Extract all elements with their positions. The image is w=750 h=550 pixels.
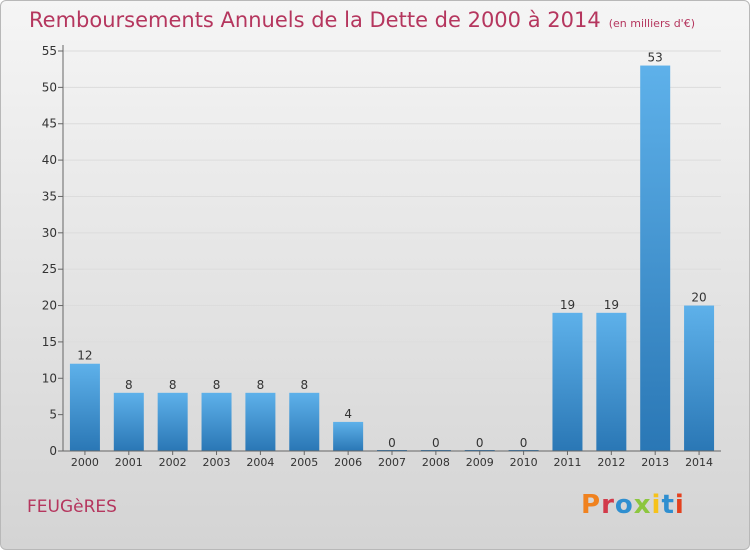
bar-2002 xyxy=(157,392,188,451)
data-label-2004: 8 xyxy=(257,378,265,392)
x-tick-label-2004: 2004 xyxy=(246,456,274,469)
x-tick-label-2005: 2005 xyxy=(290,456,318,469)
y-tick-label: 20 xyxy=(42,299,57,313)
bar-2011 xyxy=(552,312,583,451)
y-tick-label: 30 xyxy=(42,226,57,240)
y-tick-label: 50 xyxy=(42,80,57,94)
data-label-2010: 0 xyxy=(520,436,528,450)
bar-2005 xyxy=(289,392,320,451)
x-tick-label-2010: 2010 xyxy=(510,456,538,469)
y-tick-label: 15 xyxy=(42,335,57,349)
chart-unit: (en milliers d'€) xyxy=(608,17,695,30)
x-tick-label-2008: 2008 xyxy=(422,456,450,469)
bar-2012 xyxy=(596,312,627,451)
bar-2000 xyxy=(69,363,100,451)
data-label-2012: 19 xyxy=(604,298,619,312)
y-tick-label: 40 xyxy=(42,153,57,167)
x-tick-label-2006: 2006 xyxy=(334,456,362,469)
logo-letter: i xyxy=(651,490,662,520)
logo-letter: i xyxy=(674,490,685,520)
x-tick-label-2014: 2014 xyxy=(685,456,713,469)
data-label-2009: 0 xyxy=(476,436,484,450)
data-label-2007: 0 xyxy=(388,436,396,450)
y-tick-label: 55 xyxy=(42,44,57,58)
commune-name: FEUGèRES xyxy=(27,497,117,517)
bar-2013 xyxy=(640,65,671,451)
logo-letter: r xyxy=(601,490,615,520)
x-tick-label-2002: 2002 xyxy=(159,456,187,469)
logo-letter: t xyxy=(661,490,675,520)
x-tick-label-2013: 2013 xyxy=(641,456,669,469)
data-label-2005: 8 xyxy=(300,378,308,392)
x-tick-label-2000: 2000 xyxy=(71,456,99,469)
data-label-2013: 53 xyxy=(648,51,663,65)
x-tick-label-2012: 2012 xyxy=(597,456,625,469)
logo-letter: x xyxy=(633,490,652,520)
data-label-2000: 12 xyxy=(77,349,92,363)
bar-2014 xyxy=(684,305,715,451)
data-label-2011: 19 xyxy=(560,298,575,312)
data-label-2006: 4 xyxy=(344,407,352,421)
proxiti-logo: Proxiti xyxy=(581,490,685,520)
data-label-2001: 8 xyxy=(125,378,133,392)
x-tick-label-2003: 2003 xyxy=(203,456,231,469)
chart-title-text: Remboursements Annuels de la Dette de 20… xyxy=(29,8,601,32)
bar-2003 xyxy=(201,392,232,451)
data-label-2014: 20 xyxy=(691,291,706,305)
logo-letter: P xyxy=(581,490,602,520)
bar-2004 xyxy=(245,392,276,451)
x-tick-label-2007: 2007 xyxy=(378,456,406,469)
y-tick-label: 10 xyxy=(42,371,57,385)
bar-2006 xyxy=(333,421,364,451)
x-tick-label-2009: 2009 xyxy=(466,456,494,469)
bars xyxy=(69,65,715,451)
bar-2001 xyxy=(113,392,144,451)
axes xyxy=(58,45,721,455)
x-tick-label-2001: 2001 xyxy=(115,456,143,469)
logo-letter: o xyxy=(614,490,634,520)
data-label-2002: 8 xyxy=(169,378,177,392)
data-label-2008: 0 xyxy=(432,436,440,450)
labels: 0510152025303540455055122000820018200282… xyxy=(42,44,713,469)
y-tick-label: 5 xyxy=(49,408,57,422)
x-tick-label-2011: 2011 xyxy=(553,456,581,469)
y-tick-label: 45 xyxy=(42,117,57,131)
y-tick-label: 35 xyxy=(42,189,57,203)
y-tick-label: 0 xyxy=(49,444,57,458)
data-label-2003: 8 xyxy=(213,378,221,392)
chart-title: Remboursements Annuels de la Dette de 20… xyxy=(29,8,695,32)
y-tick-label: 25 xyxy=(42,262,57,276)
